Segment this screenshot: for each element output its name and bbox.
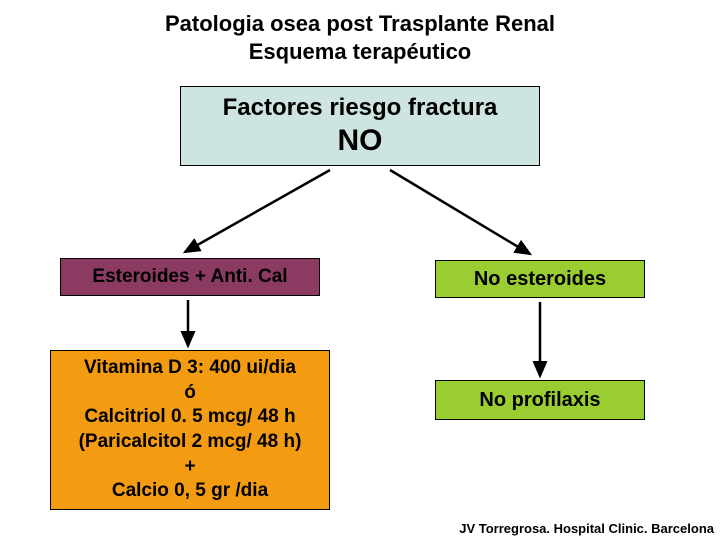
arrow-diag-right <box>390 170 530 254</box>
top-box-line-2: NO <box>338 124 383 158</box>
box-no-profilaxis: No profilaxis <box>435 380 645 420</box>
box-esteroides-antical: Esteroides + Anti. Cal <box>60 258 320 296</box>
box-no-esteroides: No esteroides <box>435 260 645 298</box>
box-vitamina-calcio: Vitamina D 3: 400 ui/dia ó Calcitriol 0.… <box>50 350 330 510</box>
footer-credit: JV Torregrosa. Hospital Clinic. Barcelon… <box>459 521 714 536</box>
left-bot-line: Calcio 0, 5 gr /dia <box>112 479 268 504</box>
left-bot-line: Vitamina D 3: 400 ui/dia <box>84 356 296 381</box>
left-bot-line: ó <box>184 381 196 406</box>
title-line-2: Esquema terapéutico <box>0 38 720 66</box>
box-factores-riesgo: Factores riesgo fractura NO <box>180 86 540 166</box>
right-mid-label: No esteroides <box>474 268 606 291</box>
left-mid-label: Esteroides + Anti. Cal <box>92 266 287 288</box>
title-line-1: Patologia osea post Trasplante Renal <box>0 10 720 38</box>
left-bot-line: + <box>184 455 195 480</box>
left-bot-line: (Paricalcitol 2 mcg/ 48 h) <box>79 430 302 455</box>
left-bot-line: Calcitriol 0. 5 mcg/ 48 h <box>84 405 295 430</box>
right-bot-label: No profilaxis <box>479 389 600 412</box>
top-box-line-1: Factores riesgo fractura <box>223 94 498 122</box>
arrow-diag-left <box>185 170 330 252</box>
slide-title: Patologia osea post Trasplante Renal Esq… <box>0 0 720 65</box>
